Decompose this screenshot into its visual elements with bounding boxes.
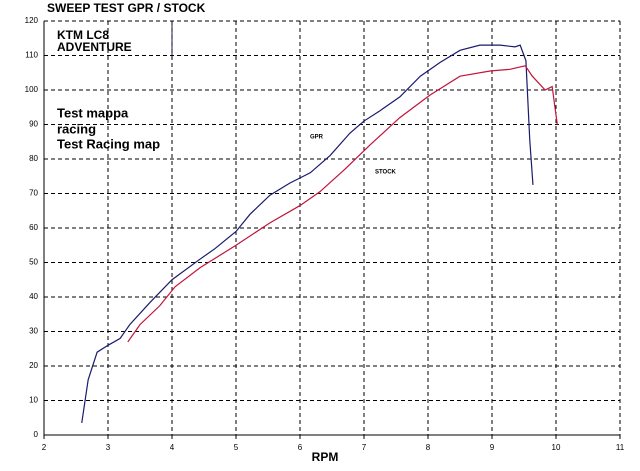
series-line bbox=[81, 44, 534, 424]
x-tick-label: 2 bbox=[42, 443, 47, 452]
annotation: KTM LC8 bbox=[57, 28, 109, 42]
y-tick-label: 120 bbox=[25, 16, 39, 25]
y-tick-label: 20 bbox=[29, 361, 38, 370]
annotation: ADVENTURE bbox=[57, 40, 132, 54]
y-tick-label: 70 bbox=[29, 189, 38, 198]
x-tick-label: 11 bbox=[616, 443, 625, 452]
series-label: GPR bbox=[310, 135, 324, 141]
x-tick-label: 8 bbox=[426, 443, 431, 452]
x-axis-label: RPM bbox=[312, 450, 339, 464]
y-tick-label: 40 bbox=[29, 292, 38, 301]
x-tick-label: 7 bbox=[362, 443, 367, 452]
annotation: racing bbox=[57, 121, 96, 136]
y-tick-label: 30 bbox=[29, 327, 38, 336]
y-tick-label: 110 bbox=[25, 51, 38, 60]
series-label: STOCK bbox=[375, 170, 397, 176]
chart-title: SWEEP TEST GPR / STOCK bbox=[47, 1, 206, 15]
y-tick-label: 100 bbox=[25, 85, 39, 94]
y-tick-label: 50 bbox=[29, 258, 38, 267]
x-tick-label: 4 bbox=[170, 443, 175, 452]
series-line bbox=[127, 65, 558, 343]
y-tick-label: 80 bbox=[29, 154, 38, 163]
x-tick-label: 5 bbox=[234, 443, 239, 452]
y-tick-label: 60 bbox=[29, 223, 38, 232]
x-tick-label: 9 bbox=[490, 443, 495, 452]
x-tick-label: 6 bbox=[298, 443, 303, 452]
y-tick-label: 90 bbox=[29, 120, 38, 129]
x-tick-label: 10 bbox=[552, 443, 561, 452]
y-tick-label: 10 bbox=[29, 396, 38, 405]
x-tick-label: 3 bbox=[106, 443, 111, 452]
annotation: Test Racing map bbox=[57, 136, 160, 151]
annotation: Test mappa bbox=[57, 105, 129, 120]
y-tick-label: 0 bbox=[34, 430, 39, 439]
